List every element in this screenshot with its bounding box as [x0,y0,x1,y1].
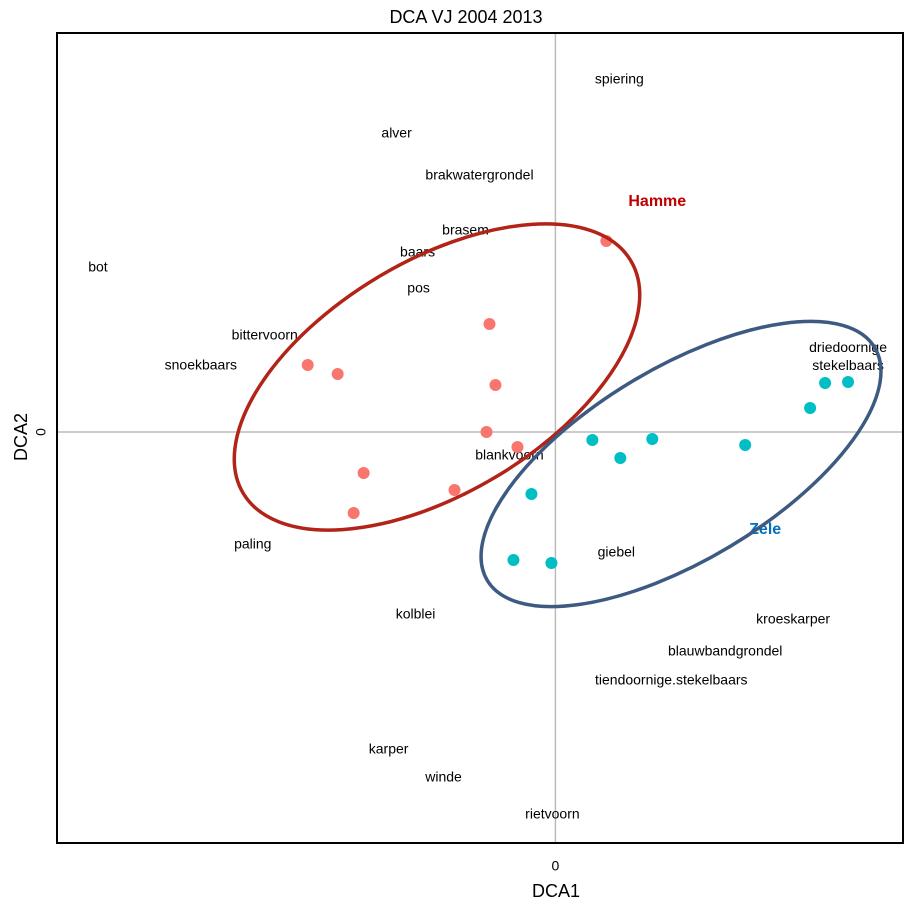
species-label: winde [424,769,462,785]
point [614,452,627,464]
species-label: driedoornige stekelbaars [809,339,887,373]
point [586,434,599,446]
point [646,433,659,445]
point [842,376,855,388]
species-label: brakwatergrondel [425,167,533,183]
point [739,439,752,451]
point [489,379,502,391]
group-label: Zele [749,521,781,538]
species-label: kroeskarper [756,611,830,627]
species-label: kolblei [396,606,436,622]
point [819,377,832,389]
species-label: pos [407,280,430,296]
y-tick-label: 0 [33,428,49,436]
species-label: tiendoornige.stekelbaars [595,672,748,688]
point [545,557,558,569]
species-label: paling [234,536,271,552]
group-label: Hamme [628,193,686,210]
species-label: giebel [598,544,635,560]
point [525,488,538,500]
point [511,441,524,453]
species-label: alver [381,125,412,141]
species-label: blauwbandgrondel [668,643,782,659]
zele-ellipse [479,319,883,609]
hamme-ellipse [232,222,642,532]
point [331,368,344,380]
point [448,484,461,496]
y-axis-title: DCA2 [11,413,31,461]
species-label: spiering [595,71,644,87]
species-label: bot [88,259,108,275]
species-label: brasem [442,222,489,238]
x-tick-label: 0 [552,858,560,874]
x-axis-title: DCA1 [532,881,580,901]
plot-frame [56,32,904,844]
species-label: bittervoorn [232,327,298,343]
species-label: karper [369,741,409,757]
point [483,318,496,330]
point [480,426,493,438]
species-label: rietvoorn [525,806,579,822]
point [357,467,370,479]
point [507,554,520,566]
point [301,359,314,371]
point [347,507,360,519]
species-label: baars [400,244,435,260]
point [804,402,817,414]
chart-title: DCA VJ 2004 2013 [389,7,542,27]
species-label: snoekbaars [165,357,237,373]
